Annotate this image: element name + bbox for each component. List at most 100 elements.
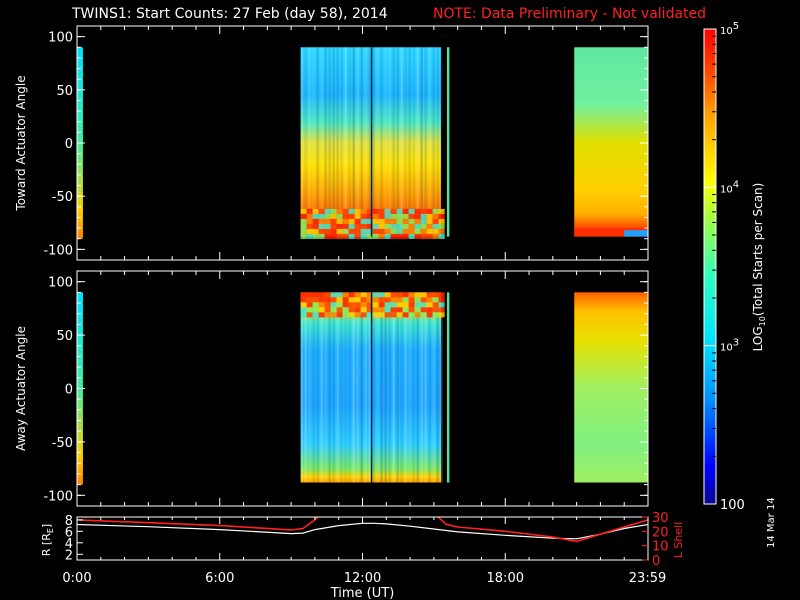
toward-noise-cell [342,208,349,214]
toward-noise-cell [408,208,415,214]
away-noise-cell [366,302,373,308]
away-noise-cell [426,297,433,303]
toward-scan-stripe [348,47,351,237]
toward-noise-cell [420,223,427,229]
away-noise-cell [348,292,355,298]
toward-scan-stripe [372,47,375,237]
away-noise-cell [414,312,421,318]
away-scan-stripe [328,292,331,483]
radius-ytick-label: 4 [65,537,73,552]
away-noise-cell [420,302,427,308]
toward-noise-cell [390,228,397,234]
toward-scan-stripe [324,47,327,237]
toward-noise-cell [330,208,337,214]
toward-noise-cell [426,218,433,224]
away-scan-stripe [368,292,371,483]
away-scan-stripe [400,292,403,483]
toward-noise-cell [438,208,445,214]
away-noise-cell [438,297,445,303]
time-tick-label: 6:00 [205,571,234,586]
toward-noise-cell [318,208,325,214]
toward-noise-cell [432,218,439,224]
away-noise-cell [438,307,445,313]
away-noise-cell [312,302,319,308]
toward-scan-stripe [384,47,387,237]
toward-noise-cell [420,228,427,234]
away-noise-cell [342,302,349,308]
away-noise-cell [324,302,331,308]
toward-noise-cell [414,228,421,234]
away-noise-cell [366,292,373,298]
away-noise-cell [390,297,397,303]
away-ytick-label: -50 [52,436,73,451]
toward-noise-cell [318,233,325,239]
away-noise-cell [426,312,433,318]
toward-noise-cell [300,208,307,214]
away-noise-cell [342,307,349,313]
toward-noise-cell [402,208,409,214]
away-noise-cell [420,312,427,318]
toward-noise-cell [324,223,331,229]
away-noise-cell [408,292,415,298]
toward-scan-stripe [364,47,367,237]
away-noise-cell [372,312,379,318]
toward-noise-cell [312,208,319,214]
toward-scan-stripe [356,47,359,237]
away-noise-cell [420,297,427,303]
toward-noise-cell [384,208,391,214]
chart-title: TWINS1: Start Counts: 27 Feb (day 58), 2… [72,6,388,22]
toward-noise-cell [372,233,379,239]
toward-noise-cell [342,233,349,239]
away-noise-cell [300,312,307,318]
away-scan-stripe [428,292,431,483]
away-scan-stripe [324,292,327,483]
away-noise-cell [414,297,421,303]
away-noise-cell [396,312,403,318]
away-ylabel: Away Actuator Angle [14,326,28,451]
toward-noise-cell [318,218,325,224]
away-noise-cell [318,302,325,308]
toward-noise-cell [336,218,343,224]
time-tick-label: 18:00 [487,571,524,586]
away-noise-cell [402,307,409,313]
away-noise-cell [348,312,355,318]
toward-data-block [574,47,648,237]
toward-noise-cell [414,223,421,229]
away-ytick-label: 100 [48,276,73,291]
away-noise-cell [354,312,361,318]
toward-scan-stripe [392,47,395,237]
toward-noise-cell [384,223,391,229]
away-noise-cell [354,297,361,303]
away-noise-cell [306,307,313,313]
preliminary-note: NOTE: Data Preliminary - Not validated [433,6,707,22]
toward-noise-cell [366,218,373,224]
toward-noise-cell [432,233,439,239]
away-noise-cell [348,297,355,303]
toward-ylabel: Toward Actuator Angle [14,75,28,211]
toward-noise-cell [300,213,307,219]
away-noise-cell [300,302,307,308]
toward-noise-cell [324,233,331,239]
toward-noise-cell [366,228,373,234]
toward-noise-cell [378,233,385,239]
toward-scan-stripe [352,47,355,237]
away-noise-cell [348,307,355,313]
toward-noise-cell [348,218,355,224]
toward-noise-cell [426,228,433,234]
toward-noise-cell [300,233,307,239]
away-scan-stripe [300,292,303,483]
toward-ytick-label: -100 [43,243,73,258]
toward-noise-cell [324,218,331,224]
toward-noise-cell [366,213,373,219]
away-noise-cell [402,312,409,318]
away-noise-cell [342,297,349,303]
away-noise-cell [378,297,385,303]
toward-noise-cell [414,218,421,224]
away-noise-cell [432,292,439,298]
lshell-ytick-label: 0 [652,554,660,569]
toward-noise-cell [354,228,361,234]
away-noise-cell [426,292,433,298]
toward-scan-stripe [368,47,371,237]
toward-noise-cell [396,233,403,239]
toward-noise-cell [420,233,427,239]
